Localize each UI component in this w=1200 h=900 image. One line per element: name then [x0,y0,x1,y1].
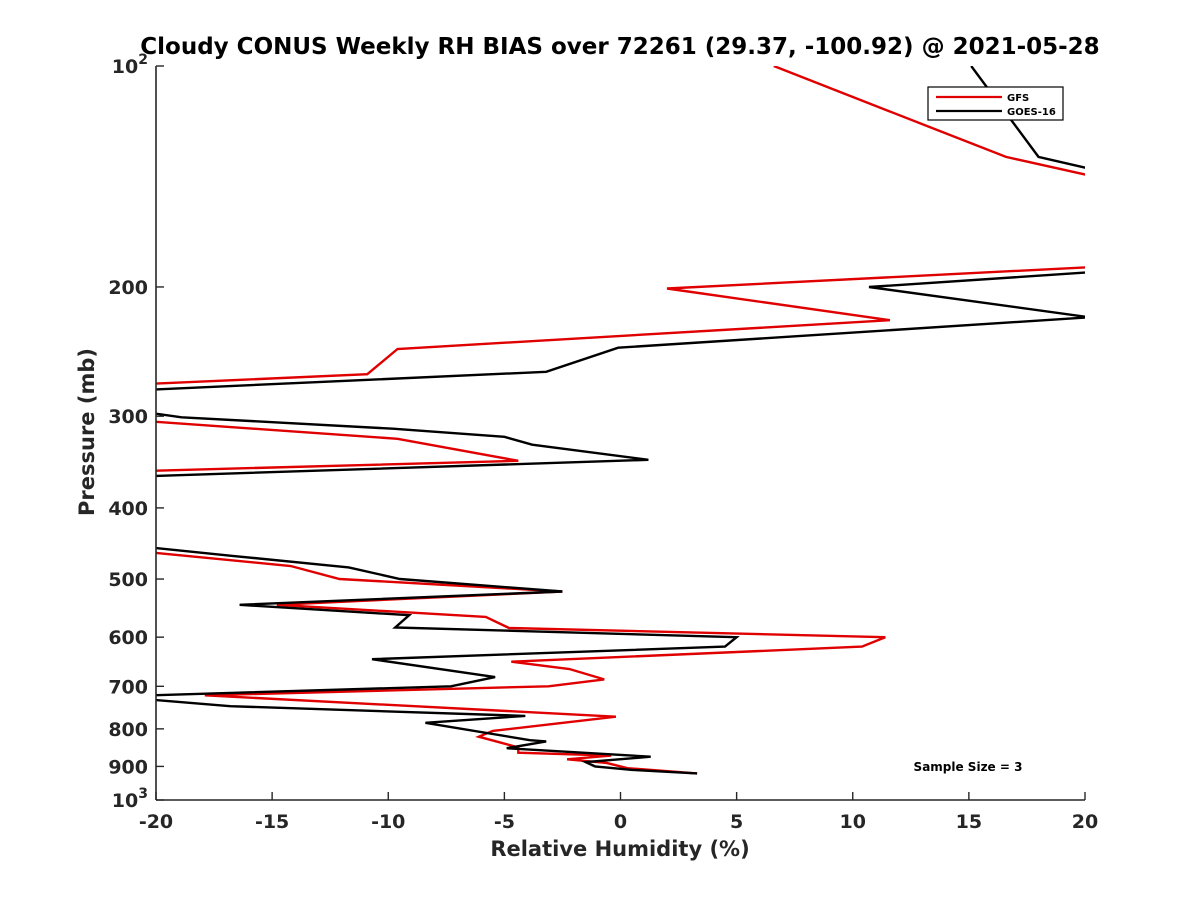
x-axis-ticks: -20 -15 -10 -5 0 5 10 15 20 [139,792,1098,833]
legend-box [927,86,1064,121]
y-axis-label: Pressure (mb) [75,348,99,516]
y-tick-label: 400 [108,498,148,520]
x-axis-label: Relative Humidity (%) [490,837,749,861]
chart-title: Cloudy CONUS Weekly RH BIAS over 72261 (… [140,34,1099,60]
y-tick-label: 900 [108,756,148,778]
plot-area [156,66,1085,775]
x-tick-label: 10 [840,811,866,833]
y-tick-label: 200 [108,277,148,299]
y-tick-label: 103 [112,786,148,812]
x-tick-label: -5 [494,811,515,833]
series-line-gfs [156,66,1085,775]
x-tick-label: -10 [371,811,405,833]
y-tick-label: 300 [108,406,148,428]
y-axis-ticks: 102 200 300 400 500 600 700 800 900 103 [108,52,164,812]
legend-label-gfs: GFS [1007,93,1029,104]
x-tick-label: 5 [730,811,743,833]
x-tick-label: 15 [956,811,982,833]
y-tick-label: 800 [108,719,148,741]
x-tick-label: -20 [139,811,173,833]
x-tick-label: -15 [255,811,289,833]
legend-label-goes16: GOES-16 [1007,107,1056,118]
y-tick-label: 700 [108,676,148,698]
sample-size-annotation: Sample Size = 3 [914,760,1023,774]
series-line-goes16 [156,66,1085,775]
x-tick-label: 0 [614,811,627,833]
y-tick-label: 102 [112,52,148,78]
legend: GFS GOES-16 [927,86,1064,121]
y-tick-label: 500 [108,569,148,591]
y-tick-label: 600 [108,627,148,649]
x-tick-label: 20 [1072,811,1098,833]
